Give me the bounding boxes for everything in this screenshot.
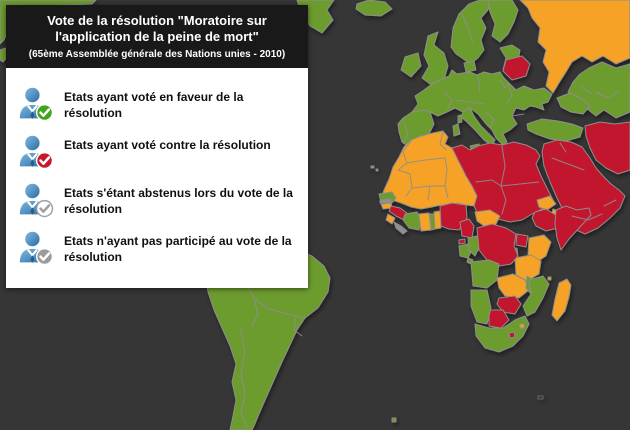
map-region-zambia[interactable] xyxy=(496,273,530,299)
map-island-indian-ocean xyxy=(537,395,544,400)
legend-item-label: Etats ayant voté contre la résolution xyxy=(64,137,271,152)
map-region-italy[interactable] xyxy=(460,107,496,147)
map-region-comoros[interactable] xyxy=(547,276,552,281)
person-check-green-icon xyxy=(19,87,54,121)
map-region-botswana[interactable] xyxy=(488,309,510,329)
map-region-uganda[interactable] xyxy=(515,233,529,248)
map-region-corsica[interactable] xyxy=(457,114,463,124)
map-region-south-africa[interactable] xyxy=(474,315,530,353)
map-region-sierra-leone[interactable] xyxy=(385,213,396,225)
legend-item-voted-yes: Etats ayant voté en faveur de la résolut… xyxy=(18,86,304,134)
map-region-eritrea[interactable] xyxy=(536,195,557,211)
map-region-equatorial-guinea[interactable] xyxy=(458,238,466,245)
map-region-gambia[interactable] xyxy=(379,198,392,204)
map-region-madagascar[interactable] xyxy=(551,278,572,322)
legend-item-label: Etats ayant voté en faveur de la résolut… xyxy=(64,89,244,120)
map-region-belarus[interactable] xyxy=(502,55,531,81)
person-check-outline-icon xyxy=(19,183,54,217)
map-region-finland[interactable] xyxy=(487,0,519,43)
map-region-namibia[interactable] xyxy=(470,289,492,325)
map-island-canaries-1[interactable] xyxy=(370,165,375,169)
legend-body: Etats ayant voté en faveur de la résolut… xyxy=(6,68,308,288)
map-region-ireland[interactable] xyxy=(400,52,422,78)
map-island-south-atlantic[interactable] xyxy=(391,417,397,423)
map-region-denmark[interactable] xyxy=(463,60,477,73)
map-region-dr-congo[interactable] xyxy=(476,223,519,267)
map-region-ghana[interactable] xyxy=(418,212,432,232)
legend-item-label: Etats n'ayant pas participé au vote de l… xyxy=(64,233,292,264)
map-region-kenya[interactable] xyxy=(527,234,552,263)
map-region-swaziland[interactable] xyxy=(519,323,525,329)
map-region-iran[interactable] xyxy=(584,121,630,175)
map-region-turkey[interactable] xyxy=(526,118,584,142)
check-icon xyxy=(39,203,51,213)
map-island-canaries-2[interactable] xyxy=(375,168,379,172)
map-region-lesotho[interactable] xyxy=(508,331,516,339)
person-check-gray-icon xyxy=(19,231,54,265)
map-region-caucasus[interactable] xyxy=(556,92,591,115)
map-region-western-europe[interactable] xyxy=(397,69,553,149)
legend-item-voted-no: Etats ayant voté contre la résolution xyxy=(18,134,304,182)
map-region-benin[interactable] xyxy=(433,210,442,230)
map-region-sardinia[interactable] xyxy=(452,123,461,137)
legend-item-abstained: Etats s'étant abstenus lors du vote de l… xyxy=(18,182,304,230)
person-check-red-icon xyxy=(19,135,54,169)
check-icon xyxy=(39,107,51,117)
legend-header: Vote de la résolution "Moratoire sur l'a… xyxy=(6,5,308,68)
map-region-central-african-republic[interactable] xyxy=(474,209,501,227)
map-region-liberia[interactable] xyxy=(393,221,408,235)
legend-panel: Vote de la résolution "Moratoire sur l'a… xyxy=(6,5,308,288)
map-region-russia[interactable] xyxy=(519,0,630,94)
map-region-mozambique[interactable] xyxy=(522,275,550,317)
map-region-ivory-coast[interactable] xyxy=(402,211,422,231)
map-region-cabinda[interactable] xyxy=(466,257,474,265)
legend-item-not-participating: Etats n'ayant pas participé au vote de l… xyxy=(18,230,304,278)
legend-title: Vote de la résolution "Moratoire sur l'a… xyxy=(47,13,267,45)
legend-item-label: Etats s'étant abstenus lors du vote de l… xyxy=(64,185,293,216)
legend-subtitle: (65ème Assemblée générale des Nations un… xyxy=(28,48,286,60)
check-icon xyxy=(39,155,51,165)
check-icon xyxy=(39,251,51,261)
map-region-cameroon[interactable] xyxy=(459,218,475,239)
map-region-iceland[interactable] xyxy=(355,0,393,17)
